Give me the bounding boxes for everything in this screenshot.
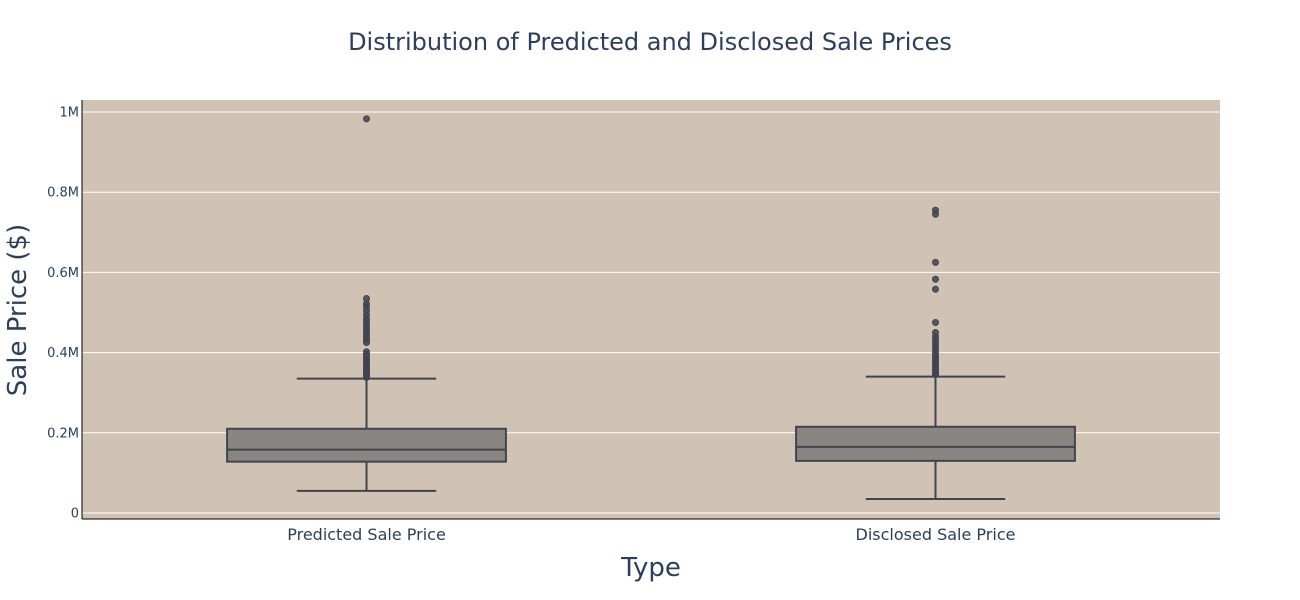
iqr-box xyxy=(226,427,507,463)
x-tick-labels: Predicted Sale Price Disclosed Sale Price xyxy=(287,525,1015,544)
chart-title: Distribution of Predicted and Disclosed … xyxy=(348,28,952,56)
axes xyxy=(81,100,1220,520)
outlier-point xyxy=(932,285,939,293)
y-tick-label: 0.8M xyxy=(47,186,79,201)
x-axis-title: Type xyxy=(620,553,681,583)
outlier-point xyxy=(932,206,939,214)
outlier-point xyxy=(932,319,939,327)
outlier-point xyxy=(363,348,370,356)
y-tick-labels: 0 0.2M 0.4M 0.6M 0.8M 1M xyxy=(47,106,79,522)
box-predicted xyxy=(226,115,507,492)
outlier-point xyxy=(363,115,370,123)
x-tick-label: Disclosed Sale Price xyxy=(856,525,1016,544)
y-tick-label: 0.2M xyxy=(47,426,79,441)
y-tick-label: 0 xyxy=(71,506,79,521)
outlier-point xyxy=(932,258,939,266)
iqr-box xyxy=(795,425,1076,462)
y-axis-title: Sale Price ($) xyxy=(3,224,33,396)
outlier-point xyxy=(932,329,939,337)
y-tick-label: 0.4M xyxy=(47,346,79,361)
y-tick-label: 1M xyxy=(60,106,80,121)
y-tick-label: 0.6M xyxy=(47,266,79,281)
boxes xyxy=(226,115,1076,500)
outlier-point xyxy=(363,294,370,302)
box-disclosed xyxy=(795,206,1076,500)
outlier-point xyxy=(932,275,939,283)
x-tick-label: Predicted Sale Price xyxy=(287,525,446,544)
gridlines xyxy=(82,111,1220,514)
